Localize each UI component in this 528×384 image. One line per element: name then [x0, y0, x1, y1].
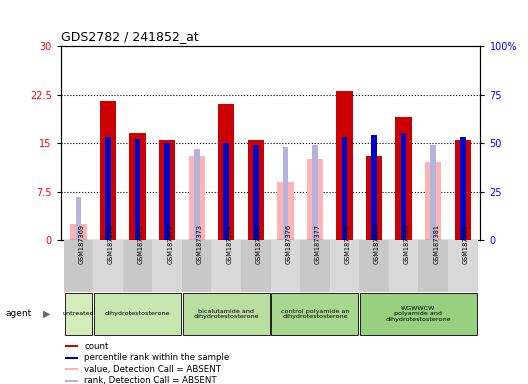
- Bar: [194, 149, 200, 240]
- Bar: [65, 357, 78, 359]
- Bar: [336, 91, 353, 240]
- Text: control polyamide an
dihydrotestosterone: control polyamide an dihydrotestosterone: [281, 308, 349, 319]
- Bar: [307, 159, 323, 240]
- Bar: [277, 182, 294, 240]
- Bar: [241, 240, 271, 292]
- Bar: [371, 135, 377, 240]
- Bar: [455, 140, 471, 240]
- Bar: [64, 240, 93, 292]
- Text: GSM187381: GSM187381: [433, 224, 439, 264]
- Bar: [282, 147, 288, 240]
- Bar: [123, 240, 153, 292]
- Bar: [312, 145, 318, 240]
- Bar: [329, 240, 359, 292]
- Bar: [430, 145, 436, 240]
- Bar: [159, 140, 175, 240]
- Bar: [359, 240, 389, 292]
- Text: GSM187376: GSM187376: [285, 224, 291, 264]
- Bar: [271, 293, 359, 335]
- Text: GSM187374: GSM187374: [227, 224, 232, 264]
- Bar: [183, 293, 270, 335]
- Bar: [94, 293, 181, 335]
- Bar: [425, 162, 441, 240]
- Text: rank, Detection Call = ABSENT: rank, Detection Call = ABSENT: [84, 376, 217, 384]
- Text: GSM187377: GSM187377: [315, 224, 321, 264]
- Text: bicalutamide and
dihydrotestosterone: bicalutamide and dihydrotestosterone: [193, 308, 259, 319]
- Bar: [223, 143, 229, 240]
- Text: GSM187370: GSM187370: [108, 224, 114, 264]
- Bar: [448, 240, 477, 292]
- Text: GDS2782 / 241852_at: GDS2782 / 241852_at: [61, 30, 199, 43]
- Bar: [64, 293, 92, 335]
- Text: percentile rank within the sample: percentile rank within the sample: [84, 353, 230, 362]
- Bar: [395, 117, 412, 240]
- Text: GSM187379: GSM187379: [374, 224, 380, 264]
- Bar: [76, 197, 81, 240]
- Bar: [153, 240, 182, 292]
- Text: untreated: untreated: [63, 311, 95, 316]
- Bar: [65, 380, 78, 382]
- Text: GSM187375: GSM187375: [256, 224, 262, 264]
- Bar: [248, 140, 264, 240]
- Bar: [366, 156, 382, 240]
- Bar: [401, 133, 407, 240]
- Text: dihydrotestosterone: dihydrotestosterone: [105, 311, 171, 316]
- Bar: [460, 137, 466, 240]
- Bar: [182, 240, 212, 292]
- Text: WGWWCW
polyamide and
dihydrotestosterone: WGWWCW polyamide and dihydrotestosterone: [385, 306, 451, 322]
- Text: GSM187371: GSM187371: [138, 224, 144, 264]
- Bar: [93, 240, 123, 292]
- Bar: [65, 368, 78, 371]
- Bar: [188, 156, 205, 240]
- Bar: [218, 104, 234, 240]
- Text: value, Detection Call = ABSENT: value, Detection Call = ABSENT: [84, 365, 221, 374]
- Text: GSM187380: GSM187380: [403, 224, 410, 264]
- Bar: [212, 240, 241, 292]
- Text: GSM187373: GSM187373: [197, 224, 203, 264]
- Text: GSM187382: GSM187382: [463, 224, 469, 264]
- Bar: [70, 224, 87, 240]
- Bar: [300, 240, 329, 292]
- Text: GSM187369: GSM187369: [79, 224, 84, 264]
- Text: GSM187372: GSM187372: [167, 224, 173, 264]
- Bar: [418, 240, 448, 292]
- Bar: [100, 101, 116, 240]
- Bar: [271, 240, 300, 292]
- Text: count: count: [84, 342, 109, 351]
- Text: GSM187378: GSM187378: [344, 224, 351, 264]
- Bar: [105, 137, 111, 240]
- Text: agent: agent: [5, 310, 32, 318]
- Bar: [164, 143, 170, 240]
- Bar: [129, 133, 146, 240]
- Text: ▶: ▶: [43, 309, 51, 319]
- Bar: [360, 293, 477, 335]
- Bar: [135, 139, 140, 240]
- Bar: [253, 145, 259, 240]
- Bar: [389, 240, 418, 292]
- Bar: [342, 137, 347, 240]
- Bar: [65, 346, 78, 348]
